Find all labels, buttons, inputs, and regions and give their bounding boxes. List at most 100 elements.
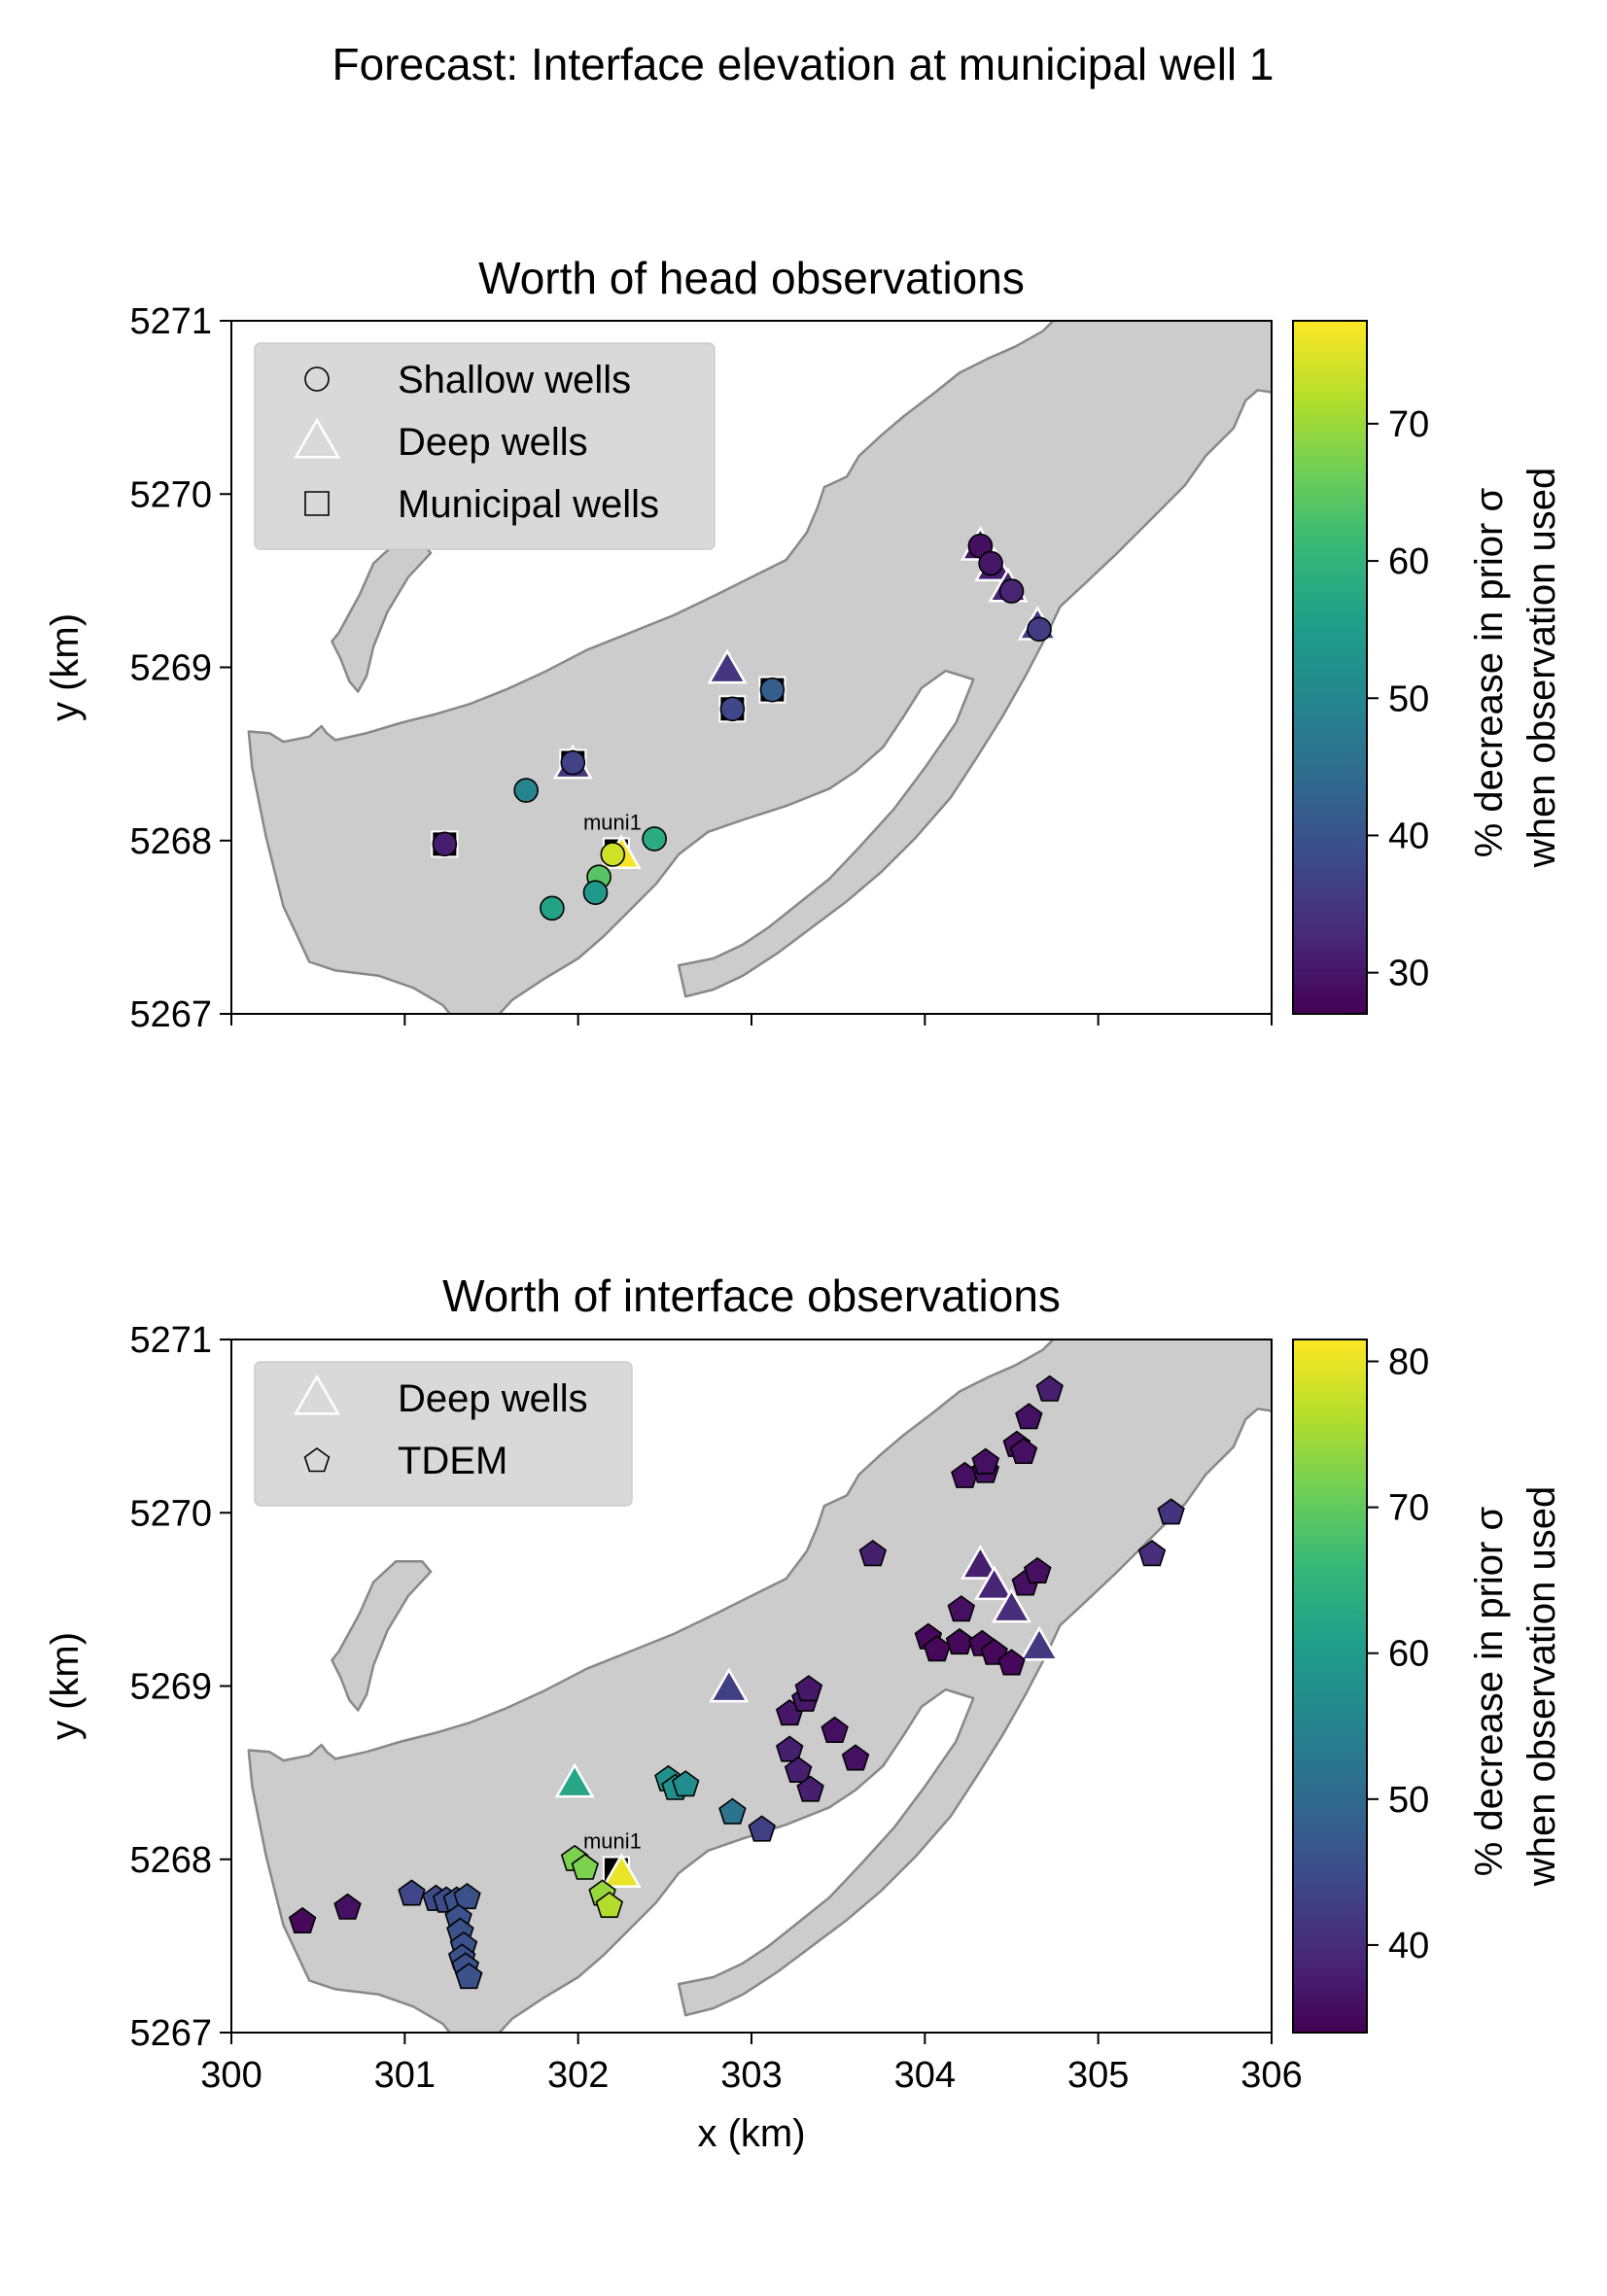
markers-layer — [288, 1374, 1185, 1990]
y-tick-label: 5268 — [129, 821, 212, 862]
y-ticks: 5267 5268 5269 5270 5271 — [129, 1320, 231, 2054]
tdem-marker — [997, 1649, 1026, 1676]
deep-well-marker — [960, 1545, 1000, 1580]
legend: Shallow wells Deep wells Municipal wells — [254, 342, 716, 550]
island-mainland — [247, 321, 1272, 1014]
panel-title: Worth of interface observations — [442, 1270, 1061, 1321]
tdem-marker — [453, 1883, 481, 1910]
tdem-marker — [1023, 1556, 1052, 1583]
tdem-marker — [858, 1540, 888, 1567]
legend-triangle-icon — [293, 417, 341, 459]
tdem-marker — [775, 1735, 804, 1762]
tdem-marker — [1009, 1437, 1038, 1464]
shallow-well-marker — [600, 842, 626, 867]
tdem-marker — [947, 1595, 976, 1622]
tdem-marker — [1035, 1374, 1064, 1402]
island-map — [247, 1339, 1272, 2033]
figure-suptitle: Forecast: Interface elevation at municip… — [332, 39, 1274, 89]
legend-circle-icon — [304, 366, 330, 392]
annotation-layer: muni1 — [583, 1828, 642, 1853]
shallow-well-marker — [582, 880, 609, 906]
annotation-layer: muni1 — [583, 810, 642, 834]
x-tick-label: 306 — [1240, 2055, 1302, 2096]
tdem-marker — [971, 1447, 1000, 1475]
colorbar-gradient — [1292, 320, 1368, 1015]
legend-label: TDEM — [398, 1440, 507, 1482]
panel-title: Worth of head observations — [478, 253, 1025, 303]
well-annotation: muni1 — [583, 1828, 642, 1853]
deep-well-marker — [707, 648, 748, 684]
deep-well-marker — [601, 1853, 642, 1889]
y-tick-label: 5269 — [129, 1667, 212, 1708]
y-axis-label: y (km) — [44, 1632, 87, 1740]
colorbar-tick-label: 70 — [1388, 1488, 1429, 1529]
y-ticks: 5267 5268 5269 5270 5271 — [129, 301, 231, 1035]
y-tick-label: 5269 — [129, 648, 212, 689]
colorbar-label-line2: when observation used — [1520, 468, 1563, 868]
colorbar-tick-label: 50 — [1388, 1780, 1429, 1821]
colorbar-label-line1: % decrease in prior σ — [1468, 488, 1511, 858]
legend: Deep wells TDEM — [254, 1361, 633, 1507]
tdem-marker — [796, 1775, 824, 1802]
island-islet — [331, 540, 433, 693]
legend-label: Shallow wells — [398, 359, 631, 401]
y-tick-label: 5268 — [129, 1840, 212, 1881]
panel-head-observations: Worth of head observations muni1 5267 526… — [44, 253, 1563, 1035]
x-tick-label: 305 — [1067, 2055, 1129, 2096]
colorbar-ticks: 40 50 60 70 80 — [1367, 1342, 1429, 1966]
y-tick-label: 5270 — [129, 1493, 212, 1534]
tdem-marker — [671, 1770, 700, 1797]
tdem-marker — [455, 1963, 483, 1990]
shallow-well-marker — [540, 895, 565, 922]
x-ticks — [230, 1014, 1273, 1026]
colorbar-tick-label: 30 — [1388, 954, 1429, 994]
well-annotation: muni1 — [583, 810, 642, 834]
x-tick-label: 304 — [894, 2055, 956, 2096]
y-tick-label: 5271 — [129, 1320, 212, 1361]
tdem-marker — [794, 1675, 823, 1702]
shallow-well-marker — [560, 749, 586, 776]
deep-well-marker — [974, 1565, 1015, 1601]
tdem-marker — [571, 1853, 600, 1880]
tdem-marker — [398, 1879, 426, 1906]
y-tick-label: 5267 — [129, 994, 212, 1035]
x-axis-label: x (km) — [697, 2112, 805, 2155]
legend-box — [254, 342, 716, 550]
legend-square-icon — [304, 491, 330, 516]
shallow-well-marker — [513, 778, 539, 803]
tdem-marker — [718, 1797, 747, 1825]
shallow-well-marker — [998, 578, 1025, 604]
plot-area: muni1 — [247, 321, 1272, 1014]
colorbar-ticks: 30 40 50 60 70 — [1367, 404, 1429, 994]
shallow-well-marker — [1027, 616, 1052, 643]
y-tick-label: 5267 — [129, 2013, 212, 2054]
shallow-well-marker — [432, 831, 458, 857]
colorbar: 30 40 50 60 70 % decrease in prior σ when ob… — [1292, 320, 1563, 1015]
colorbar-tick-label: 80 — [1388, 1342, 1429, 1383]
colorbar-tick-label: 60 — [1388, 1634, 1429, 1675]
y-axis-label: y (km) — [44, 613, 87, 721]
colorbar-tick-label: 50 — [1388, 678, 1429, 719]
shallow-well-marker — [759, 677, 786, 703]
x-tick-label: 300 — [200, 2055, 262, 2096]
legend-pentagon-icon — [303, 1447, 331, 1473]
tdem-marker — [595, 1891, 624, 1918]
legend-triangle-icon — [293, 1374, 341, 1415]
colorbar-tick-label: 40 — [1388, 816, 1429, 856]
deep-well-marker — [554, 1762, 595, 1798]
legend-label: Deep wells — [398, 421, 588, 464]
colorbar-tick-label: 60 — [1388, 541, 1429, 582]
colorbar-tick-label: 70 — [1388, 404, 1429, 445]
tdem-marker — [784, 1756, 813, 1783]
colorbar-label-line1: % decrease in prior σ — [1468, 1507, 1511, 1877]
tdem-marker — [1157, 1498, 1185, 1525]
legend-box — [254, 1361, 633, 1507]
tdem-marker — [333, 1893, 362, 1920]
tdem-marker — [841, 1744, 870, 1771]
x-tick-label: 302 — [547, 2055, 609, 2096]
colorbar-label: % decrease in prior σ when observation u… — [1468, 1486, 1563, 1887]
colorbar-gradient — [1292, 1339, 1368, 2034]
y-tick-label: 5271 — [129, 301, 212, 342]
shallow-well-marker — [978, 550, 1003, 576]
